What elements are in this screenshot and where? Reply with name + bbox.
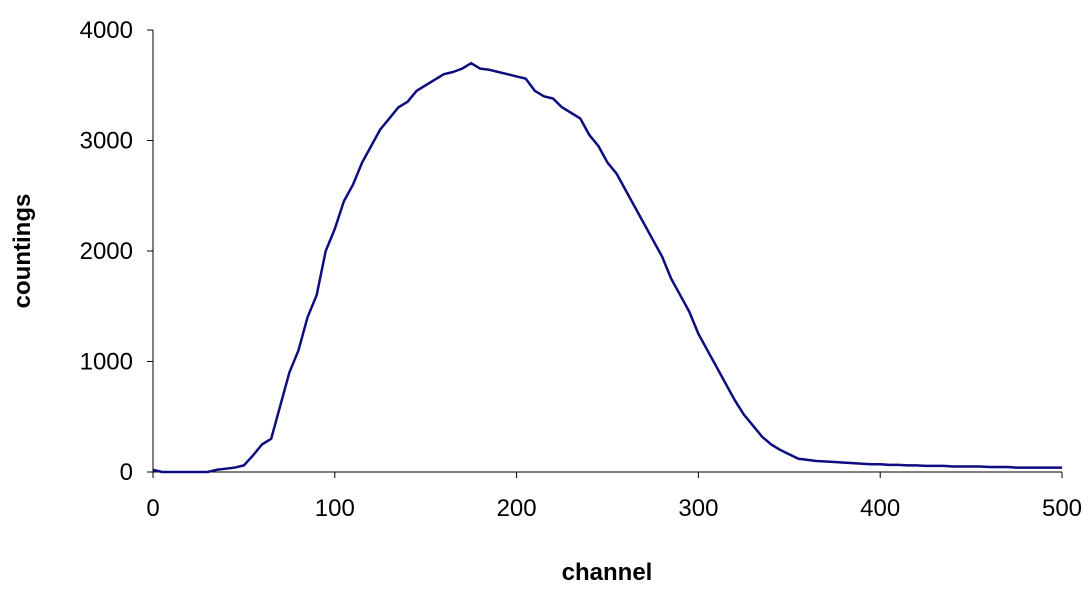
y-axis-title: countings bbox=[9, 194, 36, 309]
data-line bbox=[152, 61, 1062, 474]
x-tick-label: 100 bbox=[315, 495, 355, 522]
x-tick-label: 400 bbox=[860, 495, 900, 522]
x-axis-title: channel bbox=[562, 559, 653, 586]
x-tick-label: 200 bbox=[497, 495, 537, 522]
y-tick-label: 0 bbox=[120, 459, 133, 486]
y-tick-label: 2000 bbox=[80, 238, 133, 265]
y-tick-label: 4000 bbox=[80, 17, 133, 44]
x-tick-label: 0 bbox=[146, 495, 159, 522]
y-tick-label: 1000 bbox=[80, 349, 133, 376]
y-tick-label: 3000 bbox=[80, 128, 133, 155]
x-tick-label: 500 bbox=[1042, 495, 1082, 522]
x-tick-label: 300 bbox=[678, 495, 718, 522]
